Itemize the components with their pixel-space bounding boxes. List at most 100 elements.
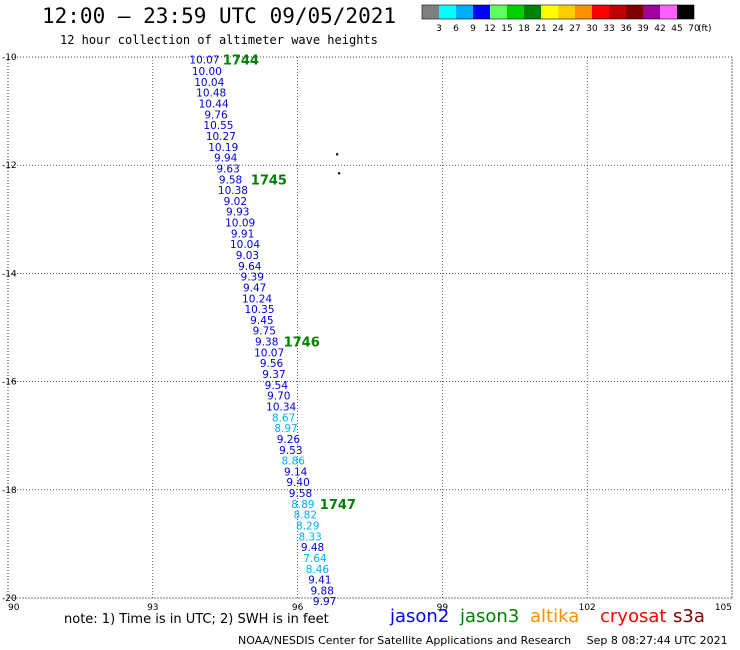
credit-timestamp: Sep 8 08:27:44 UTC 2021 (586, 634, 728, 647)
wave-height-point: 7.64 (303, 553, 327, 565)
wave-height-point: 9.53 (279, 445, 302, 457)
wave-height-point: 9.88 (311, 585, 334, 597)
chart-subtitle: 12 hour collection of altimeter wave hei… (60, 33, 378, 47)
wave-height-point: 8.46 (306, 564, 330, 576)
wave-height-point: 9.64 (238, 261, 262, 273)
legend-swatch (507, 5, 524, 19)
legend-swatch (626, 5, 643, 19)
wave-height-point: 10.07 (254, 347, 284, 359)
legend-label: 70 (688, 24, 700, 34)
wave-height-point: 9.39 (241, 272, 264, 284)
wave-height-point: 10.48 (196, 88, 226, 100)
sat-label-altika: altika (530, 606, 580, 627)
sat-label-jason3: jason3 (460, 606, 520, 627)
wave-height-point: 8.86 (282, 456, 306, 468)
wave-height-point: 9.94 (214, 153, 238, 165)
legend-label: 9 (470, 24, 476, 34)
wave-height-point: 9.48 (301, 542, 324, 554)
legend-label: 18 (518, 24, 530, 34)
legend-unit: (ft) (698, 24, 712, 34)
chart-title: 12:00 — 23:59 UTC 09/05/2021 (42, 4, 397, 28)
wave-height-point: 9.14 (284, 466, 308, 478)
footnote: note: 1) Time is in UTC; 2) SWH is in fe… (64, 612, 329, 627)
wave-height-point: 9.41 (308, 575, 331, 587)
legend-label: 33 (603, 24, 614, 34)
x-tick-label: 102 (579, 603, 596, 613)
x-tick-label: 93 (147, 603, 158, 613)
wave-height-point: 8.67 (272, 412, 295, 424)
legend-label: 15 (501, 24, 512, 34)
legend-label: 6 (453, 24, 459, 34)
y-tick-label: -20 (2, 594, 17, 604)
wave-height-point: 10.07 (189, 55, 219, 67)
wave-height-point: 10.00 (192, 66, 222, 78)
legend-swatch (677, 5, 694, 19)
y-tick-label: -12 (2, 161, 17, 171)
x-tick-label: 105 (715, 603, 732, 613)
time-label: 1744 (223, 54, 259, 69)
legend-label: 12 (484, 24, 495, 34)
wave-height-point: 10.27 (206, 131, 236, 143)
x-tick-label: 99 (437, 603, 449, 613)
legend-swatch (660, 5, 677, 19)
legend-label: 45 (671, 24, 682, 34)
legend-swatch (473, 5, 490, 19)
legend-label: 27 (569, 24, 580, 34)
wave-height-point: 10.04 (194, 77, 224, 89)
wave-height-point: 8.97 (274, 423, 297, 435)
y-tick-label: -10 (2, 53, 17, 63)
legend-swatch (524, 5, 541, 19)
legend-label: 36 (620, 24, 632, 34)
wave-height-point: 9.03 (236, 250, 259, 262)
wave-height-point: 8.89 (291, 499, 314, 511)
wave-height-point: 9.70 (267, 391, 290, 403)
sat-label-cryosat: cryosat (600, 606, 667, 627)
legend-label: 39 (637, 24, 649, 34)
wave-height-point: 9.75 (253, 326, 276, 338)
wave-height-point: 9.38 (255, 337, 278, 349)
island-point (337, 172, 341, 175)
wave-height-point: 10.44 (199, 99, 229, 111)
legend-swatch (643, 5, 660, 19)
wave-height-point: 9.93 (226, 207, 249, 219)
wave-height-point: 8.33 (298, 531, 321, 543)
legend-label: 42 (654, 24, 665, 34)
wave-height-point: 10.55 (203, 120, 233, 132)
wave-height-point: 9.47 (243, 282, 266, 294)
plot-frame (7, 56, 733, 599)
legend-swatch (575, 5, 592, 19)
legend-swatch (439, 5, 456, 19)
wave-height-point: 9.37 (262, 369, 285, 381)
wave-height-point: 10.24 (242, 293, 272, 305)
wave-height-point: 9.97 (313, 596, 336, 608)
legend-label: 30 (586, 24, 598, 34)
wave-height-point: 9.91 (231, 228, 254, 240)
wave-height-point: 9.26 (277, 434, 301, 446)
sat-label-s3a: s3a (673, 606, 705, 627)
legend-swatch (558, 5, 575, 19)
wave-height-point: 9.56 (260, 358, 284, 370)
credit-line: NOAA/NESDIS Center for Satellite Applica… (238, 634, 728, 647)
wave-height-point: 10.19 (208, 142, 238, 154)
wave-height-point: 9.54 (265, 380, 289, 392)
wave-height-point: 8.29 (296, 521, 319, 533)
credit-text: NOAA/NESDIS Center for Satellite Applica… (238, 634, 572, 647)
legend-swatch (422, 5, 439, 19)
wave-height-point: 9.58 (219, 174, 242, 186)
wave-height-point: 10.09 (225, 218, 255, 230)
time-label: 1747 (320, 498, 356, 513)
legend-label: 3 (436, 24, 442, 34)
legend-swatch (609, 5, 626, 19)
x-tick-label: 90 (8, 603, 20, 613)
y-tick-label: -14 (2, 269, 17, 279)
color-legend: 3 6 9 12 15 18 21 24 27 30 33 36 39 42 45 70(ft) (421, 4, 712, 34)
wave-height-point: 9.02 (224, 196, 247, 208)
wave-height-point: 10.34 (266, 401, 296, 413)
wave-height-point: 8.82 (294, 510, 317, 522)
y-tick-label: -16 (2, 378, 17, 388)
island-point (335, 153, 339, 156)
wave-height-point: 9.58 (289, 488, 312, 500)
legend-label: 24 (552, 24, 564, 34)
time-label: 1746 (284, 336, 320, 351)
